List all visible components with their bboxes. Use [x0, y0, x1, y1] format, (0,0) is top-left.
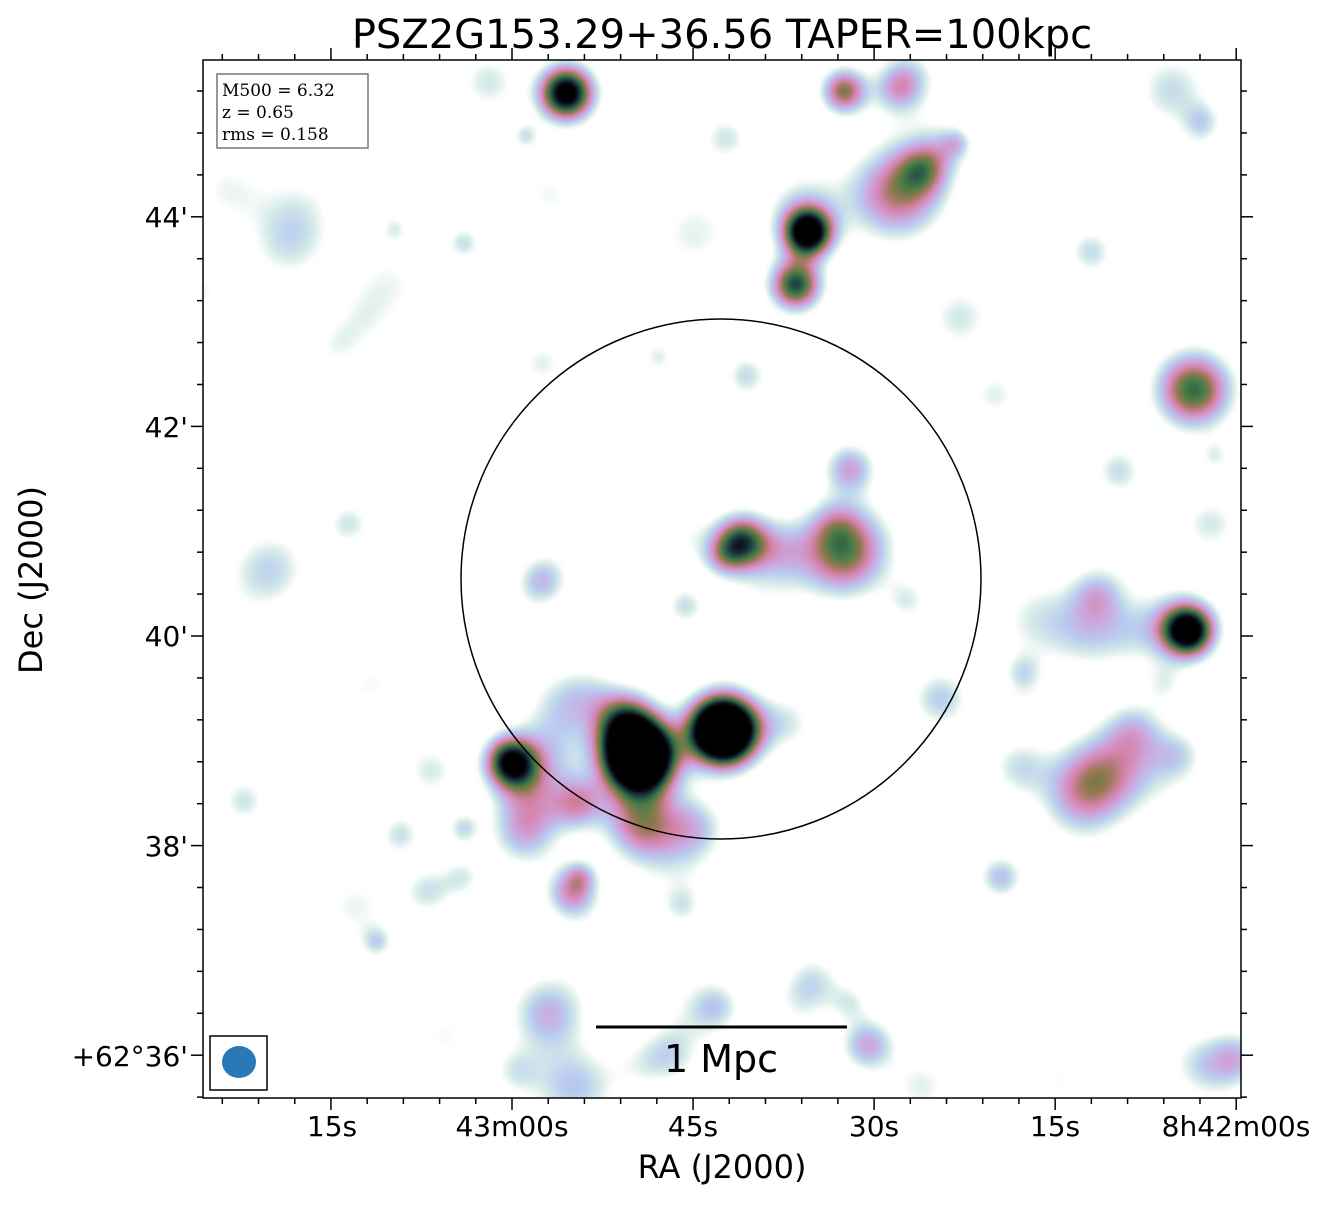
y-tick-label: 40'	[145, 620, 188, 653]
y-tick-label: +62°36'	[72, 1040, 188, 1073]
x-axis-label: RA (J2000)	[638, 1148, 807, 1186]
info-rms: rms = 0.158	[222, 125, 329, 145]
plot-frame	[202, 59, 1242, 1099]
y-axis-label: Dec (J2000)	[12, 486, 50, 674]
info-mass: M500 = 6.32	[222, 81, 335, 101]
radio-intensity-image	[203, 60, 1241, 1098]
y-tick-label: 42'	[145, 411, 188, 444]
x-tick-label: 45s	[668, 1110, 718, 1143]
scale-bar-label: 1 Mpc	[664, 1037, 778, 1081]
y-tick-label: 44'	[145, 201, 188, 234]
x-tick-label: 15s	[307, 1110, 357, 1143]
x-tick-label: 43m00s	[455, 1110, 568, 1143]
y-tick-label: 38'	[145, 830, 188, 863]
r500-circle	[460, 318, 982, 840]
x-tick-label: 15s	[1030, 1110, 1080, 1143]
x-tick-label: 8h42m00s	[1162, 1110, 1311, 1143]
info-redshift: z = 0.65	[222, 103, 294, 123]
chart-title: PSZ2G153.29+36.56 TAPER=100kpc	[352, 12, 1092, 58]
x-tick-label: 30s	[849, 1110, 899, 1143]
info-box	[216, 73, 369, 149]
beam-ellipse	[222, 1046, 256, 1078]
axis-ticks	[191, 48, 1253, 1110]
